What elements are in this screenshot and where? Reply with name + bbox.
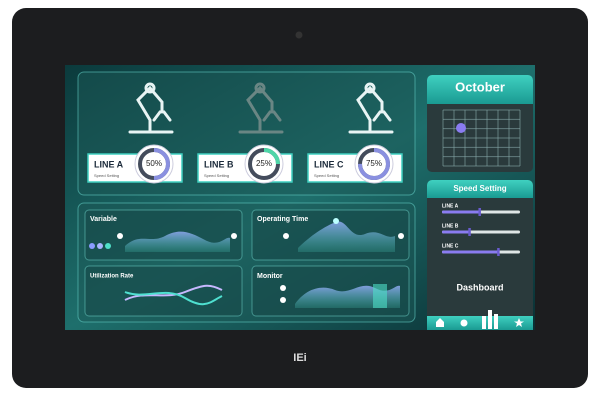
slider-thumb[interactable] bbox=[497, 248, 500, 256]
slider-fill bbox=[442, 210, 480, 214]
logo: IEi bbox=[293, 352, 306, 364]
gauge-arc bbox=[248, 148, 280, 180]
calendar-month: October bbox=[455, 79, 505, 94]
camera bbox=[295, 31, 303, 39]
widget-title: Utilization Rate bbox=[90, 274, 134, 280]
gauge-arc bbox=[358, 148, 390, 180]
line-name: LINE B bbox=[204, 159, 234, 169]
speed-panel bbox=[427, 180, 533, 330]
gauge-label: 50% bbox=[146, 159, 162, 168]
dashboard-title: Dashboard bbox=[456, 282, 503, 292]
star-icon[interactable] bbox=[514, 318, 524, 327]
speed-header bbox=[427, 180, 533, 198]
widget-graphics bbox=[89, 218, 404, 308]
calendar-grid bbox=[442, 109, 521, 167]
slider-fill bbox=[442, 250, 499, 254]
line-caption: Speed Setting bbox=[314, 173, 339, 178]
gauge-arc bbox=[138, 148, 170, 180]
chart-icon[interactable] bbox=[482, 310, 498, 329]
settings-icon[interactable] bbox=[460, 319, 468, 327]
widget-title: Variable bbox=[90, 216, 117, 223]
nav-bar bbox=[427, 316, 533, 330]
gauge-label: 75% bbox=[366, 159, 382, 168]
gauge-label: 25% bbox=[256, 159, 272, 168]
speed-title: Speed Setting bbox=[453, 184, 506, 193]
widget-title: Monitor bbox=[257, 273, 283, 280]
slider-fill bbox=[442, 230, 470, 234]
line-name: LINE A bbox=[94, 159, 124, 169]
nav-icons bbox=[436, 310, 524, 329]
calendar-today bbox=[456, 123, 466, 133]
line-caption: Speed Setting bbox=[94, 173, 119, 178]
slider-label: LINE B bbox=[442, 223, 459, 229]
robots bbox=[128, 82, 394, 134]
line-caption: Speed Setting bbox=[204, 173, 229, 178]
slider-label: LINE A bbox=[442, 203, 459, 209]
slider-label: LINE C bbox=[442, 243, 459, 249]
widget-titles: Variable Operating Time Utilization Rate… bbox=[90, 216, 308, 280]
calendar-header bbox=[427, 75, 533, 104]
slider-thumb[interactable] bbox=[478, 208, 481, 216]
widget-title: Operating Time bbox=[257, 216, 308, 223]
line-name: LINE C bbox=[314, 159, 344, 169]
home-icon[interactable] bbox=[436, 318, 444, 327]
slider-thumb[interactable] bbox=[468, 228, 471, 236]
